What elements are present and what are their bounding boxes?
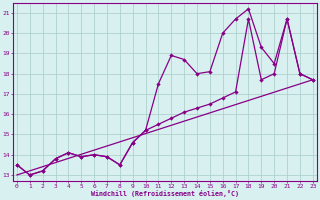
X-axis label: Windchill (Refroidissement éolien,°C): Windchill (Refroidissement éolien,°C) [91,190,239,197]
